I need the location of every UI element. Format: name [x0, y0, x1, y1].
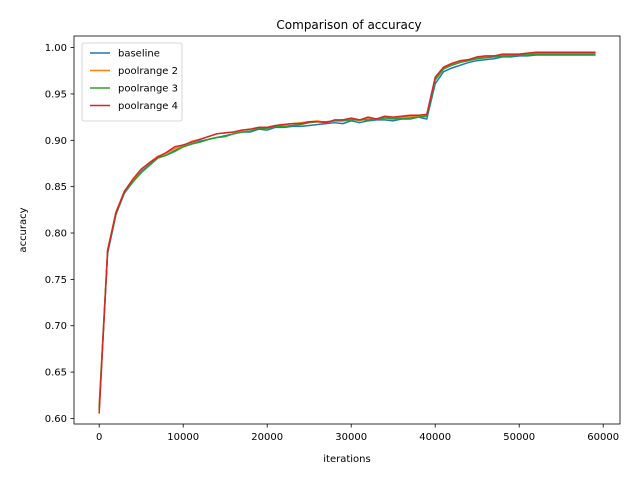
x-tick-label: 40000: [419, 432, 451, 443]
x-tick-label: 10000: [167, 432, 199, 443]
y-tick-label: 0.60: [45, 414, 67, 425]
x-tick-label: 0: [96, 432, 102, 443]
series-layer: [98, 51, 596, 414]
y-tick-label: 0.85: [45, 182, 67, 193]
y-axis-label: accuracy: [18, 207, 29, 252]
x-axis-label: iterations: [323, 454, 370, 465]
y-tick-label: 1.00: [45, 43, 67, 54]
legend-box: [81, 42, 183, 122]
y-tick-label: 0.95: [45, 89, 67, 100]
y-tick-label: 0.70: [45, 321, 67, 332]
legend-entry: poolrange 3: [118, 84, 178, 95]
x-tick-label: 30000: [335, 432, 367, 443]
y-tick-label: 0.80: [45, 229, 67, 240]
x-tick-label: 50000: [503, 432, 535, 443]
x-tick-label: 60000: [587, 432, 619, 443]
y-tick-label: 0.65: [45, 368, 67, 379]
series-line-poolrange-3: [98, 53, 596, 410]
y-tick-label: 0.75: [45, 275, 67, 286]
x-tick-label: 20000: [251, 432, 283, 443]
axes-layer: [73, 35, 621, 425]
tick-layer: 0 10000 20000 30000 40000 50000 60000 0.60 0.65 0…: [45, 43, 619, 443]
legend-entry: poolrange 2: [118, 66, 178, 77]
legend-entry: baseline: [118, 49, 160, 60]
series-line-poolrange-4: [98, 51, 596, 414]
chart-title: Comparison of accuracy: [276, 18, 421, 32]
legend-entry: poolrange 4: [118, 101, 178, 112]
plot-frame: [73, 35, 621, 425]
y-tick-label: 0.90: [45, 136, 67, 147]
legend: baseline poolrange 2 poolrange 3 poolrange …: [81, 42, 183, 122]
